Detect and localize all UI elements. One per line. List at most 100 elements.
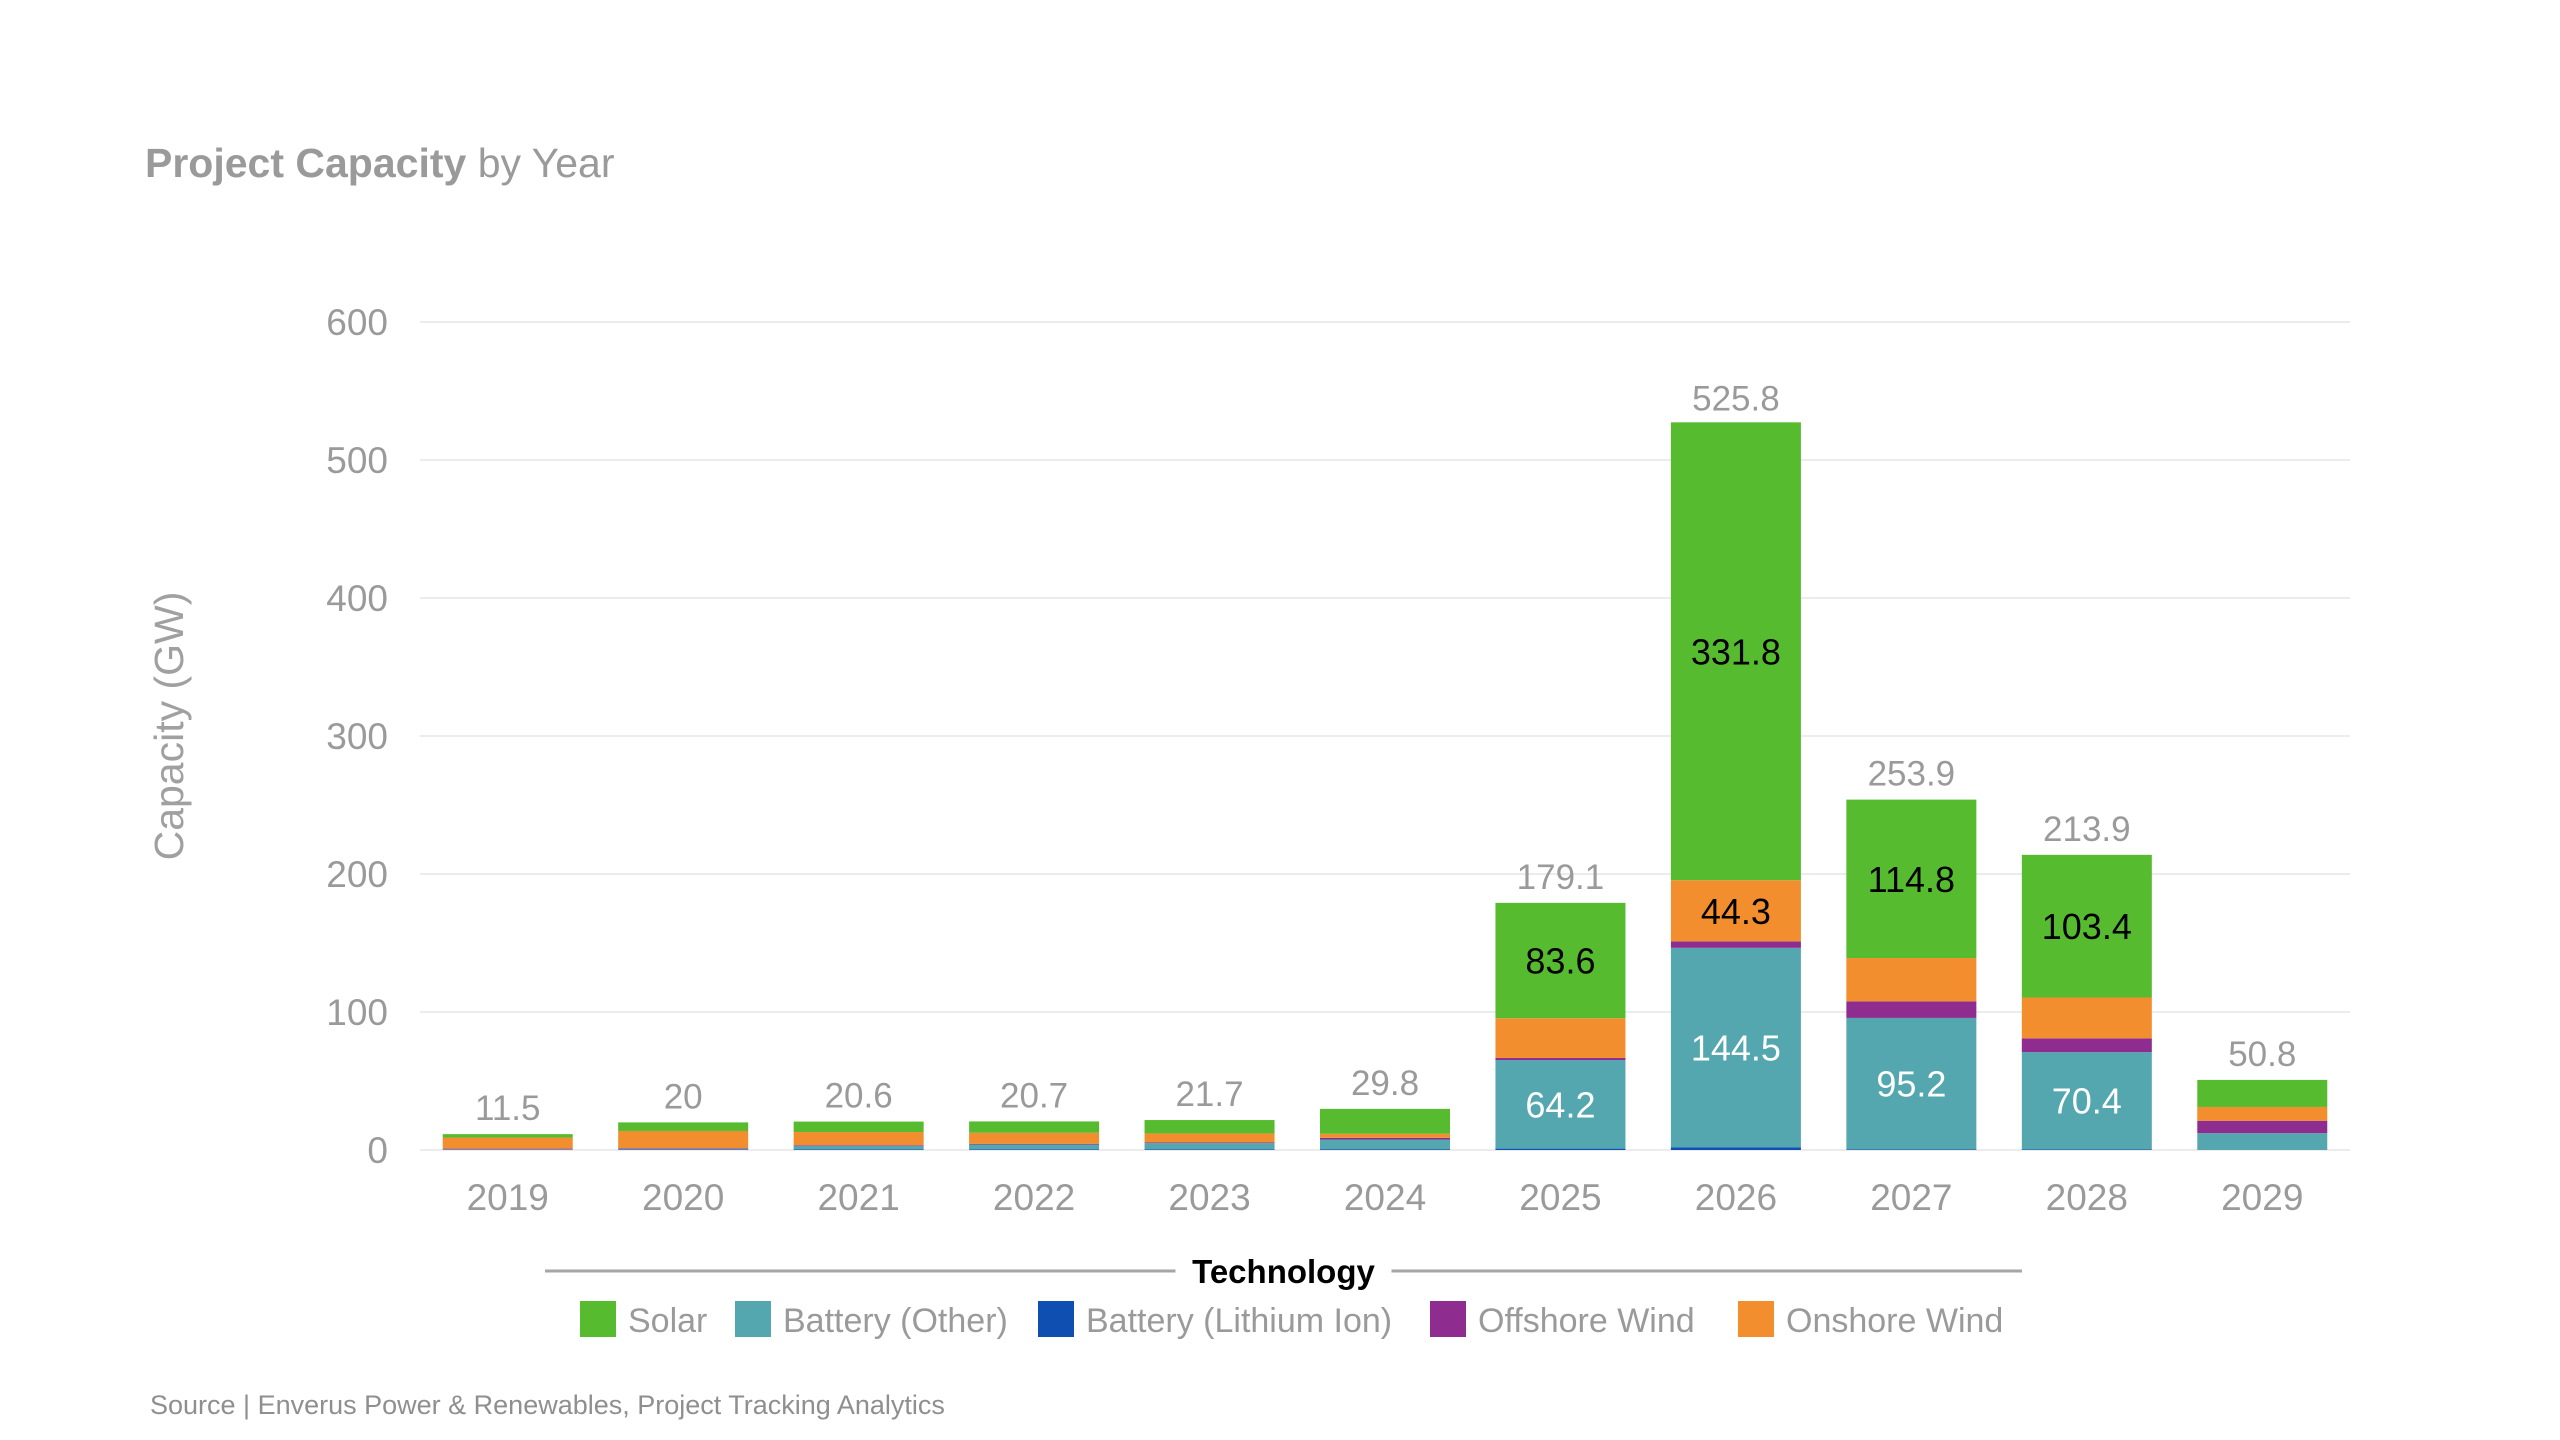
bar-segment-onshore-wind-2020[interactable] [618, 1130, 749, 1149]
bar-segment-battery-lithium-ion-2024[interactable] [1320, 1149, 1450, 1150]
source-note: Source | Enverus Power & Renewables, Pro… [150, 1390, 945, 1420]
bar-segment-offshore-wind-2023[interactable] [1144, 1142, 1275, 1144]
bar-segment-offshore-wind-2028[interactable] [2021, 1038, 2152, 1053]
bar-segment-battery-other-2022[interactable] [969, 1144, 1100, 1150]
bar-segment-solar-2028[interactable] [2021, 854, 2152, 998]
bar-segment-offshore-wind-2026[interactable] [1670, 941, 1801, 948]
bar-segment-battery-other-2024[interactable] [1320, 1139, 1450, 1150]
bar-segment-onshore-wind-2019[interactable] [442, 1137, 573, 1149]
bar-segment-battery-other-2027[interactable] [1846, 1017, 1977, 1150]
y-tick-label-0: 0 [367, 1130, 388, 1171]
legend-item-battery-other[interactable]: Battery (Other) [735, 1301, 1008, 1340]
legend-label-solar: Solar [628, 1302, 707, 1340]
bar-segment-onshore-wind-2029[interactable] [2197, 1106, 2328, 1121]
bar-segment-offshore-wind-2025[interactable] [1495, 1057, 1626, 1061]
bar-stack-2023 [1144, 1120, 1275, 1150]
segment-label-solar-2028: 103.4 [2042, 906, 2132, 947]
bar-segment-solar-2025[interactable] [1495, 902, 1626, 1019]
x-tick-label-2027: 2027 [1870, 1177, 1952, 1218]
x-tick-label-2028: 2028 [2046, 1177, 2128, 1218]
legend-title: Technology [1192, 1253, 1375, 1290]
total-label-2028: 213.9 [2043, 810, 2131, 849]
legend-label-battery-lithium-ion: Battery (Lithium Ion) [1086, 1302, 1392, 1340]
bar-segment-battery-other-2028[interactable] [2021, 1052, 2152, 1150]
total-label-2029: 50.8 [2228, 1035, 2296, 1074]
bar-segment-battery-lithium-ion-2023[interactable] [1144, 1149, 1275, 1150]
bar-stack-2024 [1320, 1108, 1450, 1150]
bar-segment-solar-2022[interactable] [969, 1121, 1100, 1133]
bar-segment-battery-lithium-ion-2025[interactable] [1495, 1148, 1626, 1150]
x-axis-ticks: 2019 2020 2021 2022 2023 2024 2025 2026 2027 2028… [467, 1177, 2304, 1218]
chart-title-rest: by Year [466, 140, 615, 186]
segment-label-solar-2027: 114.8 [1868, 859, 1955, 900]
segment-label-battery-other-2027: 95.2 [1876, 1064, 1946, 1105]
bar-segment-solar-2029[interactable] [2197, 1079, 2328, 1107]
bar-segment-offshore-wind-2024[interactable] [1320, 1137, 1450, 1140]
bar-segment-battery-other-2023[interactable] [1144, 1143, 1275, 1150]
bar-segment-offshore-wind-2019[interactable] [442, 1148, 573, 1150]
total-label-2025: 179.1 [1517, 858, 1605, 897]
legend-swatch-battery-lithium-ion [1038, 1301, 1074, 1337]
bar-segment-solar-2026[interactable] [1670, 422, 1801, 881]
total-label-2027: 253.9 [1868, 755, 1956, 794]
bar-segment-battery-other-2020[interactable] [618, 1148, 749, 1150]
bar-segment-solar-2027[interactable] [1846, 799, 1977, 959]
total-label-2019: 11.5 [475, 1089, 541, 1128]
bar-segment-battery-lithium-ion-2021[interactable] [793, 1149, 924, 1150]
bar-segment-offshore-wind-2029[interactable] [2197, 1120, 2328, 1134]
legend-item-onshore-wind[interactable]: Onshore Wind [1738, 1301, 2003, 1340]
x-tick-label-2021: 2021 [817, 1177, 899, 1218]
bar-segment-onshore-wind-2027[interactable] [1846, 958, 1977, 1002]
y-axis-ticks: 0 100 200 300 400 500 600 [326, 302, 388, 1171]
bar-segment-solar-2024[interactable] [1320, 1108, 1450, 1134]
legend-swatch-onshore-wind [1738, 1301, 1774, 1337]
total-label-2023: 21.7 [1175, 1075, 1243, 1114]
bar-stack-2026 [1670, 422, 1801, 1150]
bar-segment-battery-lithium-ion-2027[interactable] [1846, 1149, 1977, 1150]
bar-segment-solar-2020[interactable] [618, 1122, 749, 1131]
y-tick-label-200: 200 [326, 854, 388, 895]
legend-item-offshore-wind[interactable]: Offshore Wind [1430, 1301, 1695, 1340]
bar-segment-onshore-wind-2025[interactable] [1495, 1018, 1626, 1058]
bar-segment-solar-2021[interactable] [793, 1121, 924, 1133]
bar-stack-2022 [969, 1121, 1100, 1150]
y-tick-label-600: 600 [326, 302, 388, 343]
x-tick-label-2025: 2025 [1519, 1177, 1601, 1218]
legend-item-battery-lithium-ion[interactable]: Battery (Lithium Ion) [1038, 1301, 1392, 1340]
bar-stack-2020 [618, 1122, 749, 1150]
y-tick-label-300: 300 [326, 716, 388, 757]
bar-segment-battery-lithium-ion-2022[interactable] [969, 1149, 1100, 1150]
bar-segment-battery-lithium-ion-2026[interactable] [1670, 1147, 1801, 1150]
x-tick-label-2023: 2023 [1168, 1177, 1250, 1218]
segment-label-onshore-wind-2026: 44.3 [1701, 891, 1771, 932]
x-tick-label-2024: 2024 [1344, 1177, 1426, 1218]
bar-segment-offshore-wind-2022[interactable] [969, 1143, 1100, 1145]
segment-label-battery-other-2028: 70.4 [2052, 1081, 2122, 1122]
legend-swatch-solar [580, 1301, 616, 1337]
bar-segment-offshore-wind-2020[interactable] [618, 1148, 749, 1149]
legend-item-solar[interactable]: Solar [580, 1301, 707, 1340]
total-label-2020: 20 [664, 1077, 703, 1116]
legend-label-onshore-wind: Onshore Wind [1786, 1302, 2003, 1340]
bar-stack-2025 [1495, 902, 1626, 1150]
x-tick-label-2019: 2019 [467, 1177, 549, 1218]
bar-segment-battery-other-2029[interactable] [2197, 1133, 2328, 1150]
bar-segment-onshore-wind-2021[interactable] [793, 1132, 924, 1146]
bar-segment-solar-2019[interactable] [442, 1134, 573, 1138]
bar-segment-offshore-wind-2027[interactable] [1846, 1001, 1977, 1018]
chart-title-bold: Project Capacity [145, 140, 467, 186]
bar-segment-onshore-wind-2026[interactable] [1670, 880, 1801, 942]
bar-segment-offshore-wind-2021[interactable] [793, 1145, 924, 1146]
legend-label-battery-other: Battery (Other) [783, 1302, 1008, 1340]
bar-segment-onshore-wind-2028[interactable] [2021, 997, 2152, 1039]
bar-segment-onshore-wind-2023[interactable] [1144, 1133, 1275, 1143]
bar-segment-battery-other-2026[interactable] [1670, 947, 1801, 1148]
bar-segment-onshore-wind-2024[interactable] [1320, 1133, 1450, 1138]
bar-segment-battery-lithium-ion-2028[interactable] [2021, 1149, 2152, 1150]
bar-segment-solar-2023[interactable] [1144, 1120, 1275, 1134]
bar-segment-battery-other-2021[interactable] [793, 1145, 924, 1150]
bar-segment-battery-other-2025[interactable] [1495, 1060, 1626, 1149]
legend-swatch-battery-other [735, 1301, 771, 1337]
bar-segment-onshore-wind-2022[interactable] [969, 1132, 1100, 1144]
